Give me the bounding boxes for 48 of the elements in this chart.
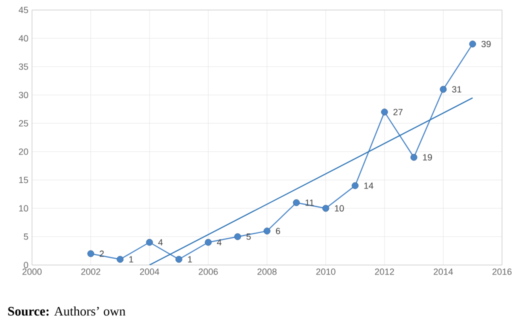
data-label: 31 [452,86,462,93]
point [175,256,182,263]
data-label: 14 [364,182,374,189]
point [234,233,242,240]
x-tick-label: 2010 [316,268,336,275]
y-tick-label: 5 [24,234,28,240]
text: Source: Authors’ own [8,306,126,316]
x-tick-label: 2006 [198,268,218,275]
x-tick-label: 2008 [257,268,277,275]
data-label: 27 [393,108,403,116]
point [469,40,476,48]
x-tick-label: 2014 [434,268,453,275]
point [410,154,418,161]
point [146,238,153,246]
y-tick-label: 40 [18,35,28,42]
data-label: 4 [216,239,222,246]
point [352,182,359,190]
point [322,204,330,212]
point [264,228,270,234]
data-label: 4 [158,239,163,246]
y-tick-label: 25 [18,120,28,127]
x-tick-label: 2000 [22,268,42,275]
point [440,86,447,93]
data-label: 19 [423,154,432,161]
point [87,250,94,258]
y-tick-label: 15 [19,176,28,184]
x-tick-label: 2004 [140,268,160,275]
data-label: 10 [334,205,344,212]
data-label: 5 [246,234,251,240]
data-label: 1 [188,256,192,262]
point [381,108,388,116]
x-tick-label: 2012 [374,268,394,275]
x-tick-label: 2002 [81,268,100,275]
x-tick-label: 2016 [492,268,512,275]
y-tick-label: 10 [19,205,28,212]
y-tick-label: 0 [24,262,28,268]
data-label: 11 [306,200,314,206]
y-tick-label: 20 [18,148,28,155]
point [116,256,124,263]
data-label: 6 [276,228,280,234]
point [204,238,212,246]
data-label: 39 [481,40,491,48]
y-tick-label: 30 [18,92,28,98]
y-tick-label: 45 [18,6,28,14]
data-label: 1 [129,256,134,262]
data-label: 2 [100,250,104,257]
y-tick-label: 35 [18,63,28,70]
point [292,199,300,206]
